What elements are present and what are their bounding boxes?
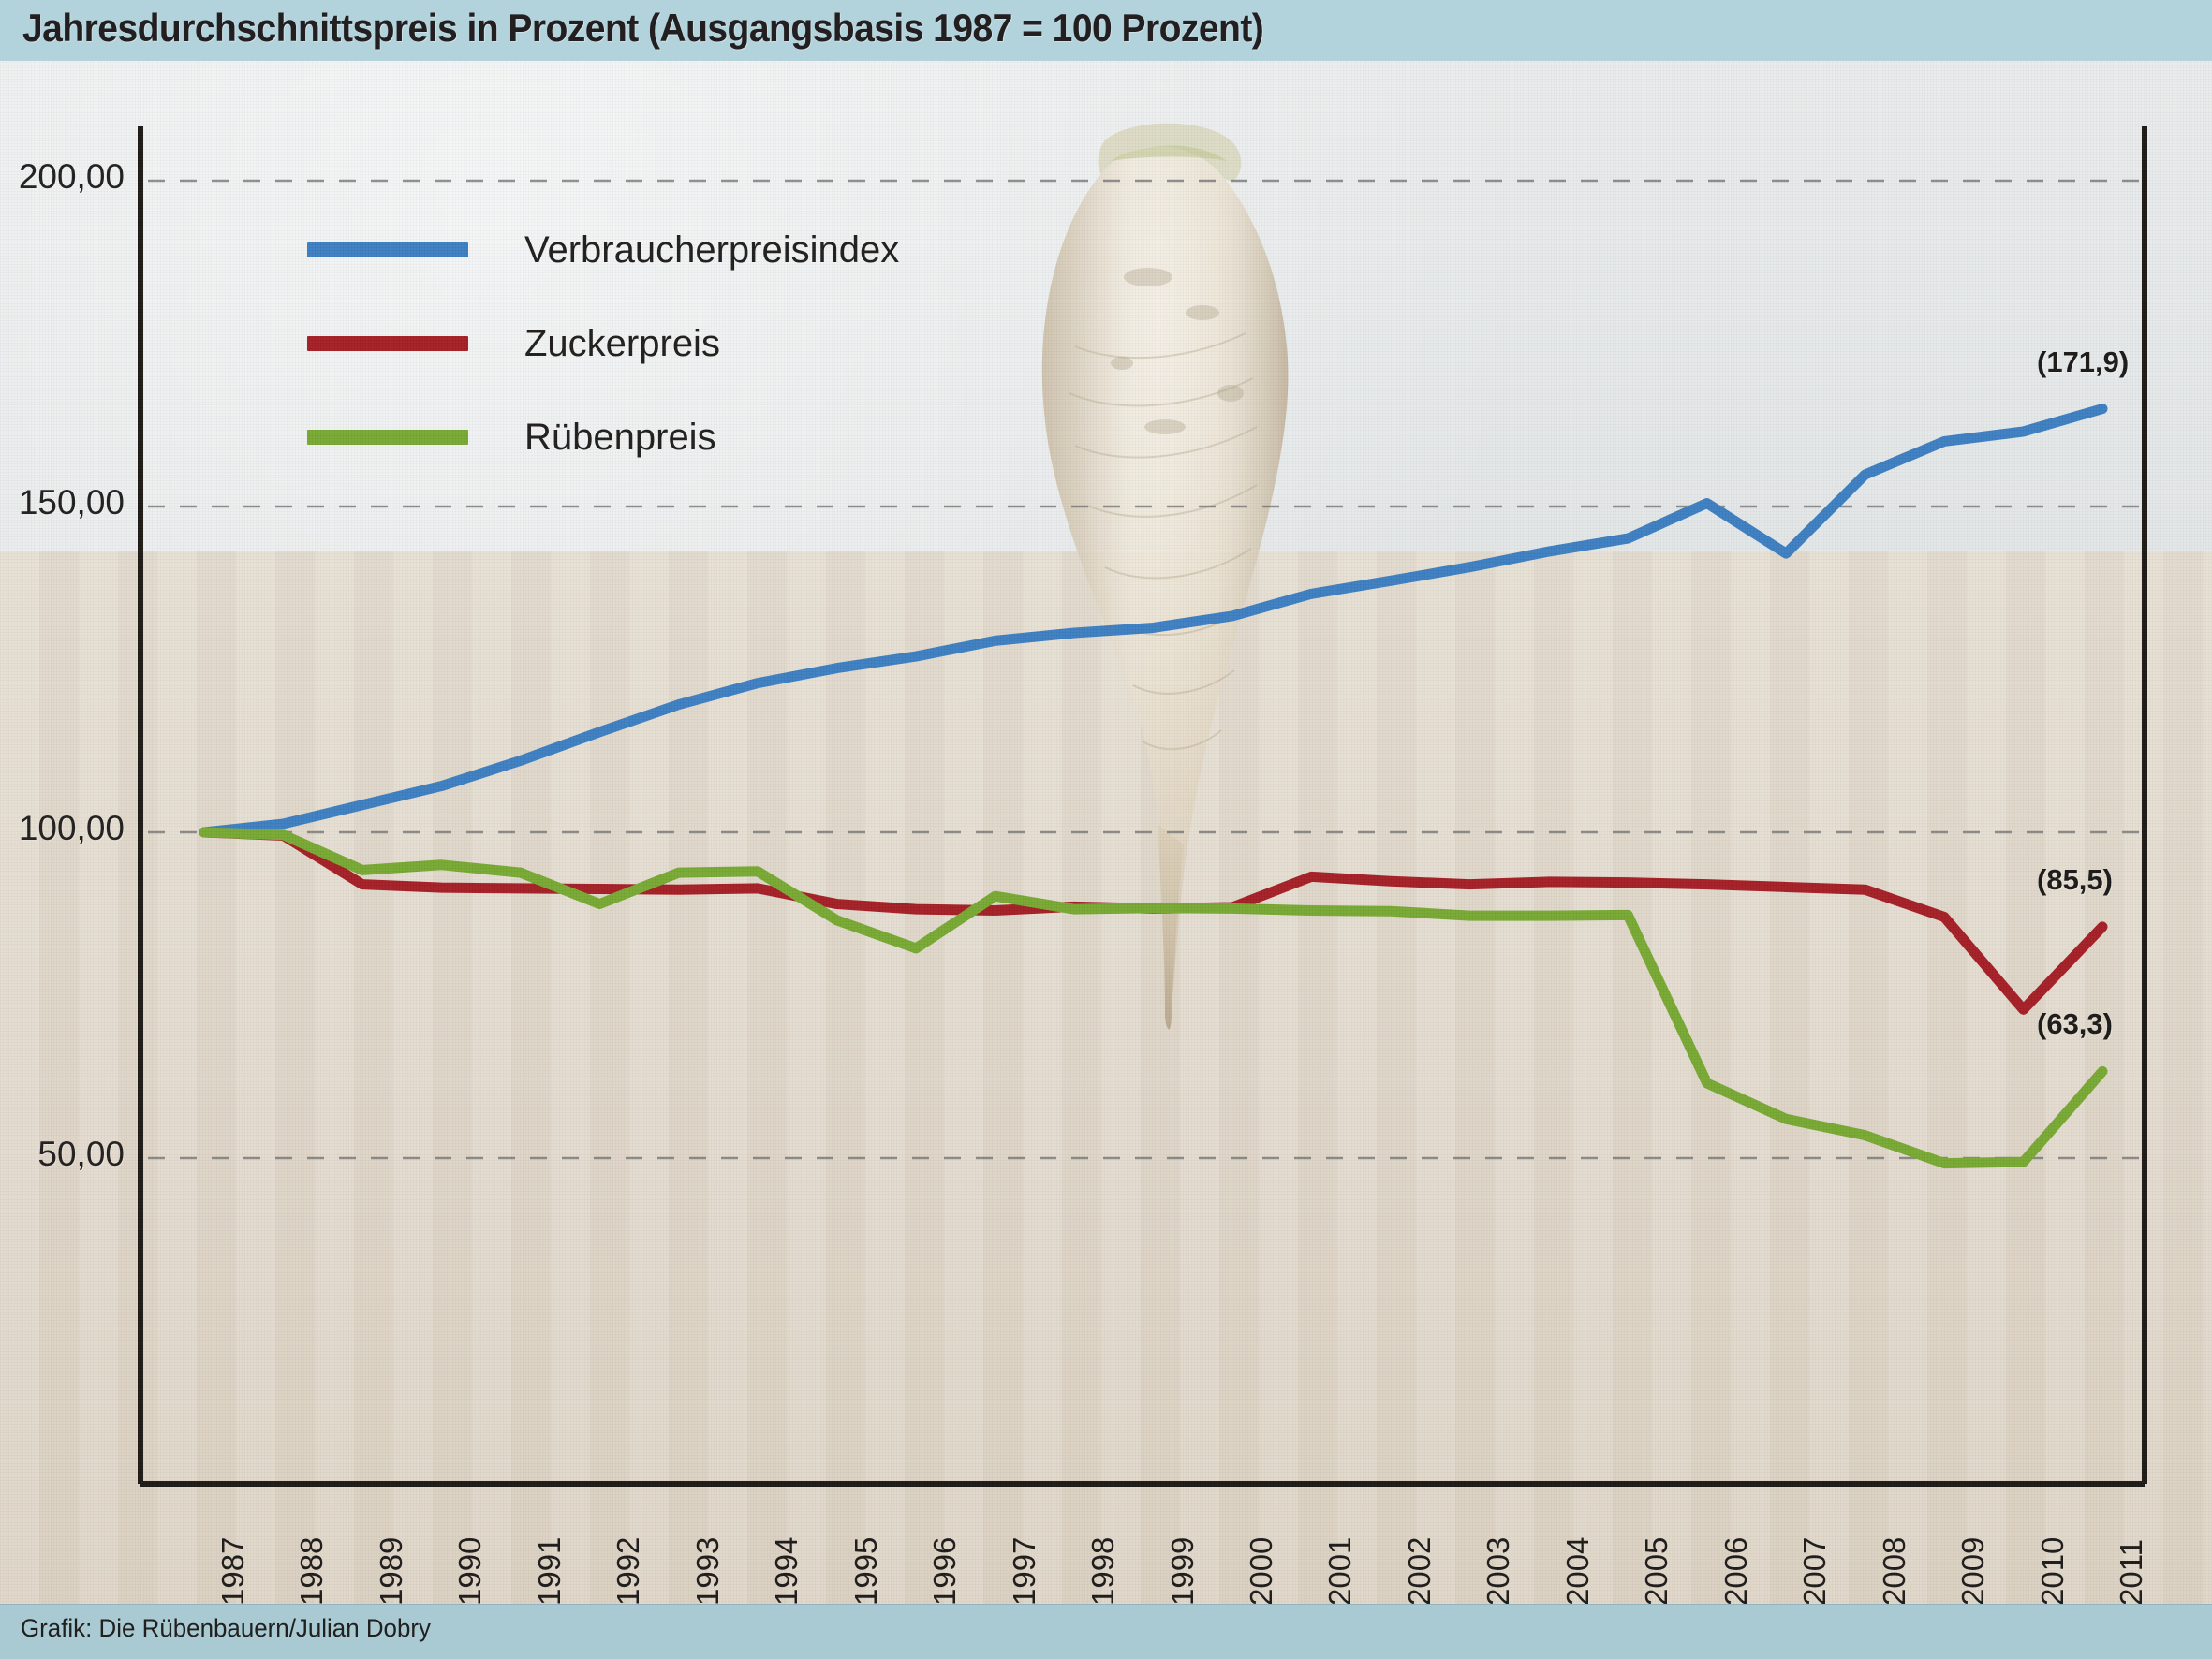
x-axis-tick-label: 2006 [1718, 1536, 1753, 1605]
x-axis-tick-label: 2000 [1243, 1536, 1278, 1605]
legend-label: Verbraucherpreisindex [524, 229, 900, 271]
series-line [199, 827, 2108, 1169]
x-axis-tick-label: 2007 [1797, 1536, 1833, 1605]
x-axis-tick-label: 2008 [1876, 1536, 1911, 1605]
legend-label: Zuckerpreis [524, 323, 720, 364]
x-axis-tick-label: 1991 [531, 1536, 567, 1605]
y-axis-tick-label: 200,00 [18, 157, 125, 196]
x-axis-tick-label: 1997 [1006, 1536, 1041, 1605]
legend-swatch [307, 336, 468, 351]
x-axis-tick-label: 1995 [848, 1536, 883, 1605]
x-axis-tick-label: 1993 [689, 1536, 725, 1605]
x-axis-tick-label: 1990 [452, 1536, 488, 1605]
x-axis-tick-label: 1988 [294, 1536, 330, 1605]
chart-canvas: 50,00 100,00 150,00 200,00 1987 1988 1989 1990… [0, 61, 2212, 1605]
footer-bar: Grafik: Die Rübenbauern/Julian Dobry [0, 1604, 2212, 1659]
credit-text: Grafik: Die Rübenbauern/Julian Dobry [21, 1614, 431, 1642]
legend-swatch [307, 242, 468, 257]
y-axis-tick-label: 150,00 [18, 483, 125, 521]
line-chart-plot [138, 126, 2147, 1487]
x-axis-tick-label: 1989 [373, 1536, 408, 1605]
x-axis-tick-label: 1992 [611, 1536, 646, 1605]
series-layer [199, 404, 2108, 1169]
x-axis-tick-label: 2003 [1481, 1536, 1516, 1605]
x-axis-tick-label: 2010 [2034, 1536, 2070, 1605]
x-axis-tick-label: 1999 [1164, 1536, 1200, 1605]
series-end-label: (63,3) [2037, 1007, 2113, 1041]
header-bar: Jahresdurchschnittspreis in Prozent (Aus… [0, 0, 2212, 63]
x-axis-tick-label: 2011 [2114, 1539, 2148, 1605]
legend-label: Rübenpreis [524, 417, 716, 458]
legend-swatch [307, 430, 468, 445]
y-axis-tick-label: 100,00 [18, 809, 125, 847]
x-axis-tick-label: 1998 [1085, 1536, 1121, 1605]
x-axis-tick-label: 2001 [1322, 1536, 1358, 1605]
x-axis-tick-label: 1987 [215, 1536, 250, 1605]
series-end-label: (171,9) [2037, 345, 2130, 378]
series-line [199, 827, 2108, 1015]
series-end-label: (85,5) [2037, 862, 2113, 896]
x-axis-tick-label: 2002 [1401, 1536, 1437, 1605]
x-axis-tick-label: 2009 [1955, 1536, 1991, 1605]
page-title: Jahresdurchschnittspreis in Prozent (Aus… [22, 6, 1264, 50]
x-axis-tick-label: 2005 [1639, 1536, 1674, 1605]
x-axis-tick-label: 1994 [769, 1536, 804, 1605]
x-axis-tick-label: 2004 [1559, 1536, 1595, 1605]
series-line [199, 404, 2108, 838]
y-axis-tick-label: 50,00 [37, 1135, 125, 1173]
x-axis-tick-label: 1996 [927, 1536, 963, 1605]
